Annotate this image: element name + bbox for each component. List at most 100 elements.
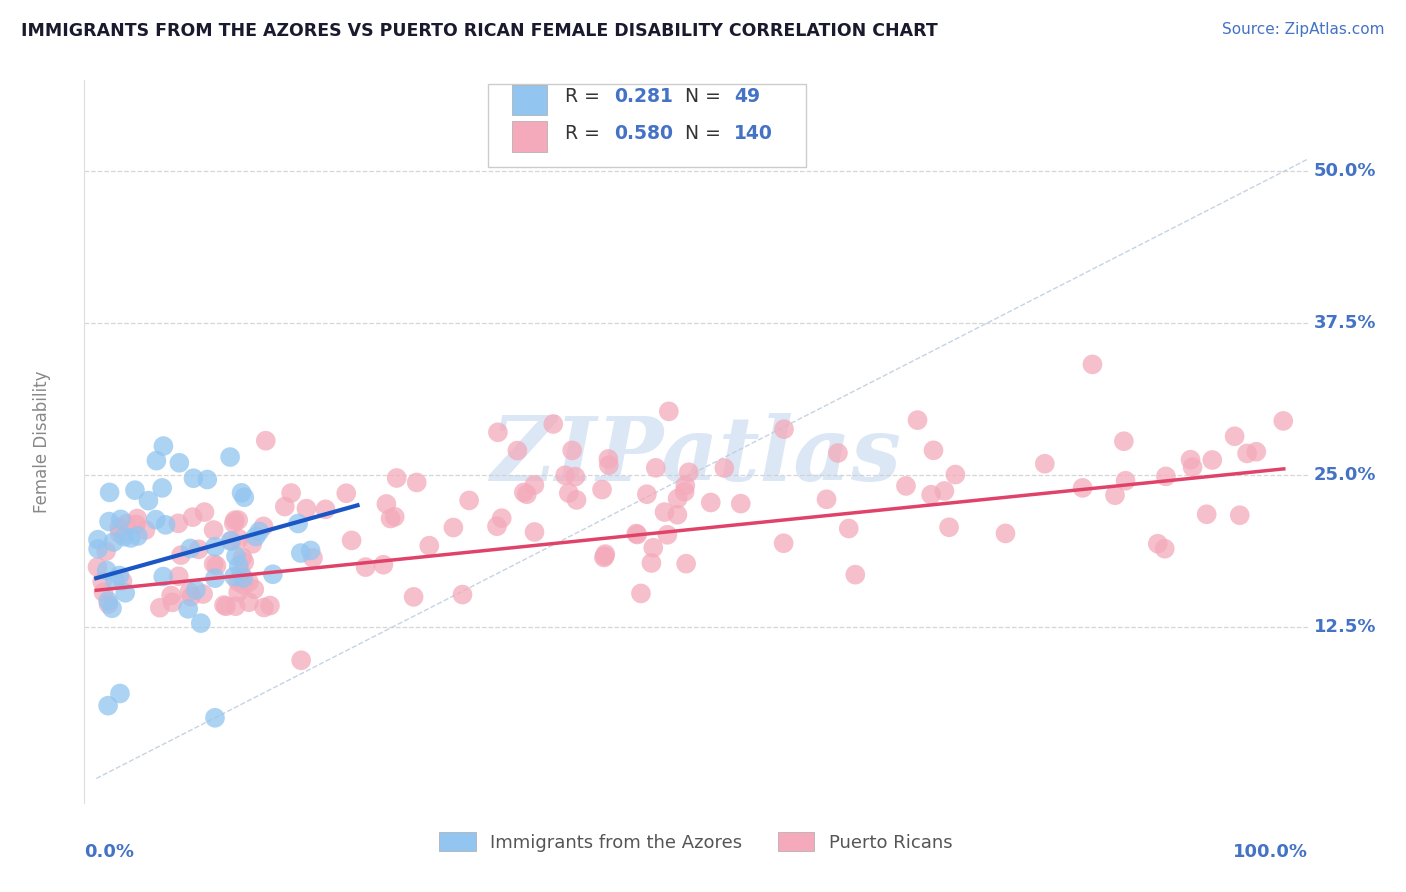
Point [150, 481, 173, 495]
Point [243, 582, 266, 597]
Point [654, 505, 676, 519]
Point [1272, 414, 1295, 428]
Point [675, 557, 697, 571]
Point [167, 516, 190, 531]
Point [593, 549, 616, 563]
Point [1071, 481, 1094, 495]
Point [402, 590, 425, 604]
Point [179, 541, 201, 556]
Point [240, 537, 263, 551]
Point [226, 574, 249, 589]
Point [640, 556, 662, 570]
Point [187, 542, 209, 557]
Point [262, 567, 284, 582]
Text: Female Disability: Female Disability [32, 370, 51, 513]
Point [98, 515, 121, 529]
Point [730, 497, 752, 511]
Point [1154, 469, 1177, 483]
Point [541, 417, 564, 431]
Point [205, 558, 228, 573]
Point [226, 585, 249, 599]
Point [252, 519, 274, 533]
Point [247, 524, 270, 539]
Point [152, 569, 174, 583]
Point [644, 460, 666, 475]
Point [354, 560, 377, 574]
Point [108, 526, 131, 541]
Point [134, 523, 156, 537]
Point [181, 510, 204, 524]
Point [593, 550, 616, 565]
Point [225, 599, 247, 614]
Point [212, 598, 235, 612]
Text: N =: N = [685, 87, 727, 106]
Point [245, 529, 267, 543]
Point [1104, 488, 1126, 502]
Point [103, 535, 125, 549]
Point [907, 413, 929, 427]
Point [827, 446, 849, 460]
Point [162, 595, 184, 609]
Point [564, 469, 586, 483]
Point [96, 564, 118, 578]
Point [380, 511, 402, 525]
Point [202, 557, 225, 571]
Point [1115, 474, 1137, 488]
Text: 49: 49 [734, 87, 761, 106]
Point [115, 516, 138, 531]
Point [700, 495, 723, 509]
Point [229, 566, 252, 581]
Point [340, 533, 363, 548]
Point [458, 493, 481, 508]
Point [87, 541, 110, 556]
Text: 12.5%: 12.5% [1313, 618, 1376, 636]
Point [160, 589, 183, 603]
Point [598, 458, 620, 472]
Point [1223, 429, 1246, 443]
Point [280, 486, 302, 500]
FancyBboxPatch shape [488, 84, 806, 167]
Point [232, 571, 254, 585]
Text: 0.580: 0.580 [614, 123, 673, 143]
Point [290, 653, 312, 667]
Point [222, 569, 245, 583]
Point [127, 529, 149, 543]
Text: R =: R = [565, 87, 606, 106]
Point [138, 493, 160, 508]
Point [838, 522, 860, 536]
Point [97, 597, 120, 611]
Text: N =: N = [685, 123, 727, 143]
Point [86, 560, 108, 574]
Point [108, 521, 131, 535]
Text: 25.0%: 25.0% [1313, 466, 1376, 484]
Point [202, 523, 225, 537]
Point [180, 590, 202, 604]
Text: 100.0%: 100.0% [1233, 843, 1308, 861]
Point [179, 585, 201, 599]
Point [373, 558, 395, 572]
Point [315, 502, 337, 516]
Point [287, 516, 309, 531]
Point [561, 443, 583, 458]
Point [108, 568, 131, 582]
Text: ZIPatlas: ZIPatlas [491, 413, 901, 500]
Point [673, 478, 696, 492]
Point [558, 486, 581, 500]
Point [1153, 541, 1175, 556]
Point [626, 526, 648, 541]
Point [657, 528, 679, 542]
Point [145, 453, 167, 467]
Point [485, 519, 508, 533]
Point [204, 711, 226, 725]
Point [193, 505, 215, 519]
Point [108, 686, 131, 700]
Point [238, 575, 260, 590]
Point [231, 550, 253, 565]
Point [177, 602, 200, 616]
Point [253, 600, 276, 615]
Point [666, 508, 689, 522]
Point [98, 485, 121, 500]
Point [184, 582, 207, 597]
Point [523, 524, 546, 539]
Point [938, 520, 960, 534]
